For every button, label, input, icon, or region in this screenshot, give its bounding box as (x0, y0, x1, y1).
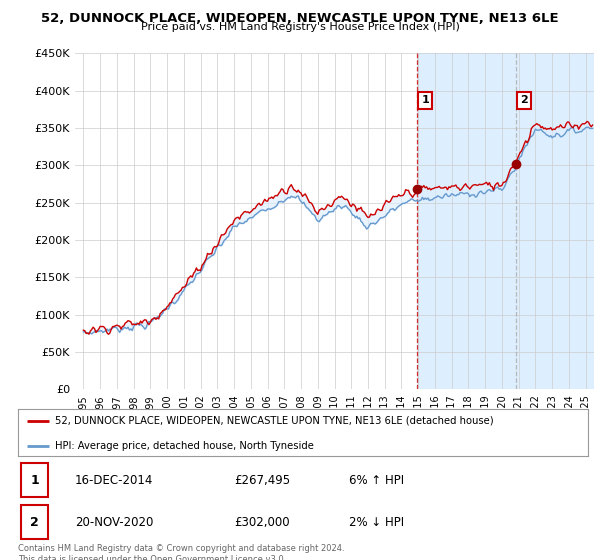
Text: 1: 1 (30, 474, 39, 487)
Text: 52, DUNNOCK PLACE, WIDEOPEN, NEWCASTLE UPON TYNE, NE13 6LE: 52, DUNNOCK PLACE, WIDEOPEN, NEWCASTLE U… (41, 12, 559, 25)
FancyBboxPatch shape (21, 464, 48, 497)
Text: 2: 2 (30, 516, 39, 529)
Text: Contains HM Land Registry data © Crown copyright and database right 2024.
This d: Contains HM Land Registry data © Crown c… (18, 544, 344, 560)
Text: HPI: Average price, detached house, North Tyneside: HPI: Average price, detached house, Nort… (55, 441, 314, 451)
Text: 16-DEC-2014: 16-DEC-2014 (75, 474, 154, 487)
Text: 2% ↓ HPI: 2% ↓ HPI (349, 516, 404, 529)
Text: 2: 2 (520, 95, 528, 105)
Text: £302,000: £302,000 (235, 516, 290, 529)
Text: £267,495: £267,495 (235, 474, 291, 487)
Bar (417, 53, 594, 389)
Text: 1: 1 (421, 95, 429, 105)
Text: 20-NOV-2020: 20-NOV-2020 (75, 516, 154, 529)
Text: 6% ↑ HPI: 6% ↑ HPI (349, 474, 404, 487)
Text: Price paid vs. HM Land Registry's House Price Index (HPI): Price paid vs. HM Land Registry's House … (140, 22, 460, 32)
FancyBboxPatch shape (21, 505, 48, 539)
Text: 52, DUNNOCK PLACE, WIDEOPEN, NEWCASTLE UPON TYNE, NE13 6LE (detached house): 52, DUNNOCK PLACE, WIDEOPEN, NEWCASTLE U… (55, 416, 494, 426)
